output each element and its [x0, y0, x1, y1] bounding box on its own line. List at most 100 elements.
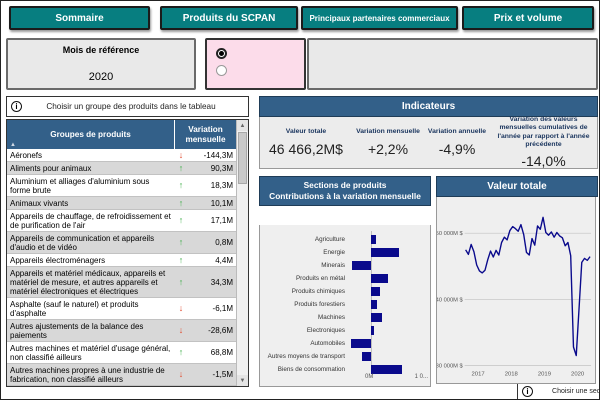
- bar-row: Electroniques: [262, 324, 428, 337]
- bar-row: Produits forestiers: [262, 298, 428, 311]
- table-row[interactable]: Aliments pour animaux ↑ 90,3M: [7, 162, 236, 175]
- indicator-variation-cumulative: Variation des valeurs mensuelles cumulat…: [490, 116, 597, 170]
- contribution-bar[interactable]: [371, 313, 382, 322]
- radio-option-selected[interactable]: [216, 48, 227, 59]
- table-row[interactable]: Appareils électroménagers ↑ 4,4M: [7, 254, 236, 267]
- scrollbar-thumb[interactable]: [238, 132, 247, 184]
- bar-row: Minerais: [262, 259, 428, 272]
- value-line-chart: 50 000M $ 40 000M $ 30 000M $ 2017 2018 2019 2…: [436, 197, 596, 384]
- contribution-bar[interactable]: [351, 261, 371, 270]
- month-slicer-label: Mois de référence: [62, 45, 140, 55]
- info-icon: i: [522, 385, 533, 397]
- indicator-variation-mensuelle: Variation mensuelle +2,2%: [352, 117, 424, 168]
- tab-prix-volume[interactable]: Prix et volume: [462, 6, 594, 30]
- bar-category-label: Energie: [323, 249, 345, 256]
- variation-value: 10,1M: [210, 198, 233, 208]
- indicator-value: -4,9%: [438, 140, 476, 157]
- bar-chart-x-axis: 0M 1 0...: [262, 374, 428, 383]
- table-row[interactable]: Aéronefs ↓ -144,3M: [7, 149, 236, 162]
- contribution-bar[interactable]: [371, 300, 378, 309]
- y-tick-label: 40 000M $: [436, 297, 463, 303]
- variation-value: -144,3M: [203, 150, 233, 160]
- sections-panel-title: Sections de produits Contributions à la …: [259, 176, 431, 206]
- radio-option-unselected[interactable]: [216, 65, 227, 76]
- y-tick-label: 30 000M $: [436, 364, 463, 370]
- variation-value: 90,3M: [210, 163, 233, 173]
- table-row[interactable]: Autres ajustements de la balance des pai…: [7, 320, 236, 342]
- contribution-bar[interactable]: [371, 248, 399, 257]
- x-tick-label: 2017: [472, 371, 485, 377]
- variation-value: 0,8M: [215, 238, 233, 247]
- column-header-groups[interactable]: Groupes de produits: [50, 130, 131, 139]
- arrow-up-icon: ↑: [178, 276, 184, 287]
- product-table-header[interactable]: ▲ Groupes de produits Variation mensuell…: [7, 120, 236, 149]
- sections-bar-chart: Agriculture Energie Minerais Produits en mé…: [259, 225, 431, 387]
- value-panel: Valeur totale 50 000M $ 40 000M $ 30 000M …: [436, 176, 598, 387]
- table-row[interactable]: Appareils de chauffage, de refroidisseme…: [7, 210, 236, 232]
- indicator-variation-annuelle: Variation annuelle -4,9%: [424, 117, 490, 168]
- contribution-bar[interactable]: [361, 352, 371, 361]
- tab-produits-scpan[interactable]: Produits du SCPAN: [160, 6, 298, 30]
- scroll-down-icon[interactable]: ▼: [237, 375, 248, 386]
- contribution-bar[interactable]: [371, 235, 376, 244]
- x-axis-max-label: 1 0...: [414, 374, 428, 380]
- sections-panel: Sections de produits Contributions à la …: [259, 176, 599, 399]
- product-group-name: Animaux vivants: [10, 198, 69, 208]
- variation-value: -1,5M: [212, 370, 233, 379]
- scroll-up-icon[interactable]: ▲: [237, 120, 248, 131]
- contribution-bar[interactable]: [351, 339, 371, 348]
- bar-zone: [348, 324, 428, 337]
- contribution-bar[interactable]: [371, 326, 374, 335]
- product-group-name: Autres machines propres à une industrie …: [10, 365, 165, 384]
- sections-title-line1: Sections de produits: [303, 180, 387, 190]
- arrow-up-icon: ↑: [178, 347, 184, 357]
- month-slicer-value[interactable]: 2020: [88, 71, 114, 83]
- table-scrollbar[interactable]: ▲ ▼: [236, 120, 248, 386]
- table-row[interactable]: Animaux vivants ↑ 10,1M: [7, 197, 236, 210]
- bar-row: Autres moyens de transport: [262, 350, 428, 363]
- bar-category-label: Produits chimiques: [291, 288, 345, 295]
- empty-slicer-box: [307, 38, 598, 90]
- section-info-text: Choisir une section dans le tableau: [552, 387, 600, 395]
- total-value-line: [465, 216, 591, 357]
- table-row[interactable]: Aluminium et alliages d'aluminium sous f…: [7, 175, 236, 197]
- bar-zone: [348, 259, 428, 272]
- contribution-bar[interactable]: [371, 365, 402, 374]
- product-group-name: Appareils et matériel médicaux, appareil…: [10, 268, 166, 296]
- bar-category-label: Autres moyens de transport: [267, 353, 345, 360]
- bar-zone: [348, 272, 428, 285]
- contribution-bar[interactable]: [371, 274, 388, 283]
- y-tick-label: 50 000M $: [436, 231, 463, 237]
- bar-row: Automobiles: [262, 337, 428, 350]
- column-header-variation[interactable]: Variation mensuelle: [174, 120, 236, 149]
- indicator-value: +2,2%: [367, 140, 409, 157]
- tab-sommaire[interactable]: Sommaire: [9, 6, 150, 30]
- tab-partenaires-commerciaux[interactable]: Principaux partenaires commerciaux: [301, 6, 458, 30]
- table-row[interactable]: Autres machines et matériel d'usage géné…: [7, 342, 236, 364]
- product-table: ▲ Groupes de produits Variation mensuell…: [6, 119, 249, 387]
- table-row[interactable]: Appareils de communication et appareils …: [7, 232, 236, 254]
- variation-value: -6,1M: [212, 304, 233, 313]
- sections-bar-rows: Agriculture Energie Minerais Produits en mé…: [262, 233, 428, 376]
- bar-row: Agriculture: [262, 233, 428, 246]
- month-slicer[interactable]: Mois de référence 2020: [6, 38, 196, 90]
- sections-title-line2: Contributions à la variation mensuelle: [269, 190, 421, 201]
- indicator-valeur-totale: Valeur totale 46 466,2M$: [260, 117, 352, 168]
- arrow-up-icon: ↑: [178, 237, 184, 247]
- table-row[interactable]: Appareils et matériel médicaux, appareil…: [7, 267, 236, 298]
- bar-zone: [348, 350, 428, 363]
- bar-zone: [348, 337, 428, 350]
- bar-category-label: Biens de consommation: [277, 366, 345, 373]
- table-row[interactable]: Asphalte (sauf le naturel) et produits d…: [7, 298, 236, 320]
- product-group-name: Appareils électroménagers: [10, 255, 106, 265]
- bar-zone: [348, 285, 428, 298]
- info-icon: i: [11, 101, 22, 112]
- product-info-text: Choisir un groupe des produits dans le t…: [46, 102, 216, 111]
- table-row[interactable]: Autres machines propres à une industrie …: [7, 364, 236, 386]
- variation-value: -28,6M: [208, 326, 233, 335]
- bar-category-label: Automobiles: [310, 340, 345, 347]
- contribution-bar[interactable]: [371, 287, 381, 296]
- bar-row: Produits en métal: [262, 272, 428, 285]
- variation-value: 68,8M: [210, 348, 233, 357]
